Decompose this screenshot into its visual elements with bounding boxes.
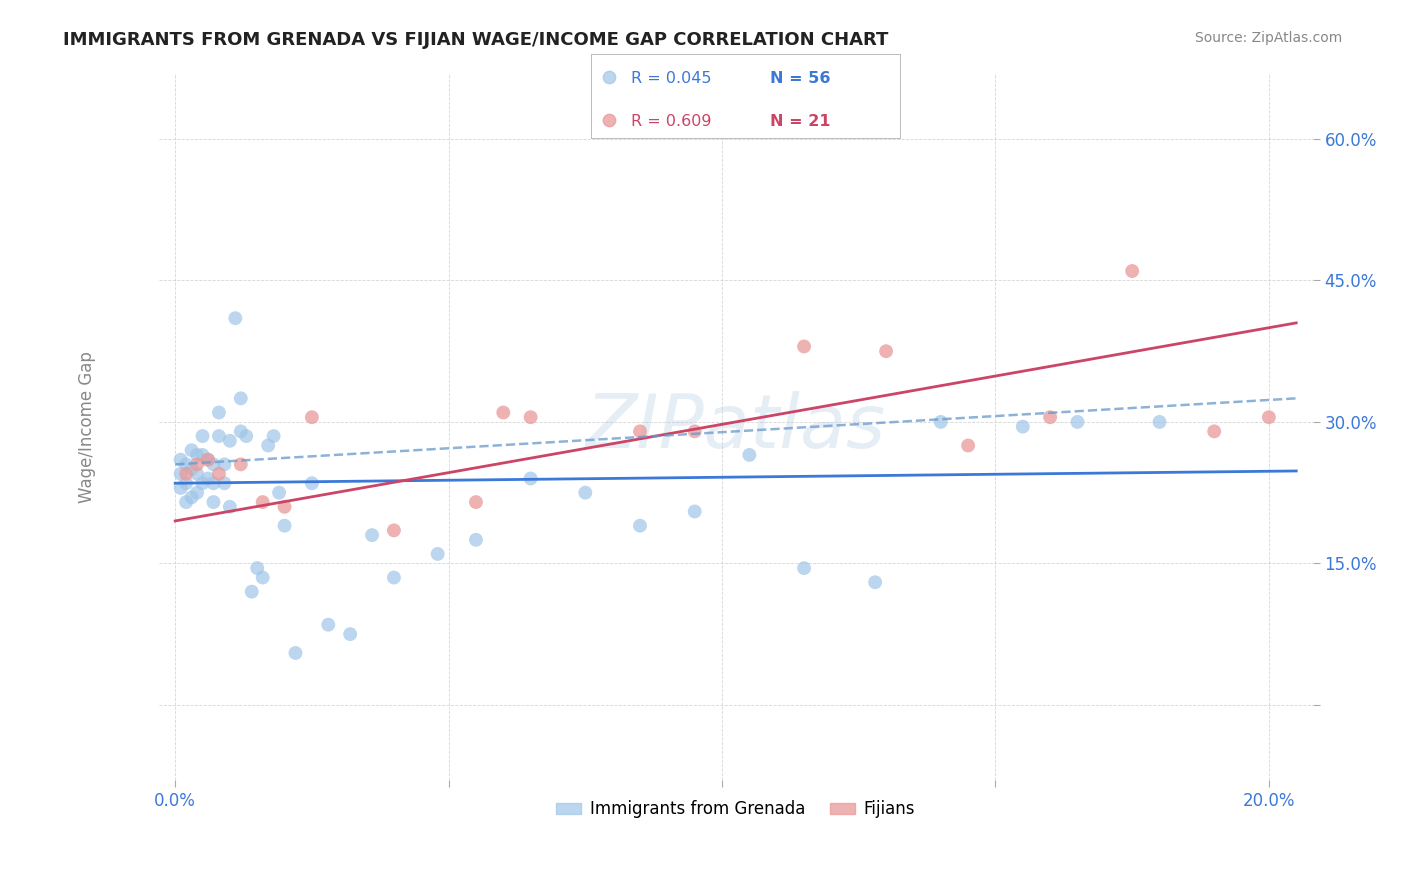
Point xyxy=(252,495,274,509)
Point xyxy=(202,476,225,491)
Point xyxy=(1257,410,1279,425)
Point xyxy=(426,547,449,561)
Point xyxy=(191,476,214,491)
Point xyxy=(208,429,231,443)
Point xyxy=(174,476,197,491)
Point xyxy=(875,344,897,359)
Point xyxy=(574,485,596,500)
Point xyxy=(186,485,208,500)
Point xyxy=(361,528,384,542)
Point xyxy=(339,627,361,641)
Point xyxy=(218,500,240,514)
Point xyxy=(382,524,405,538)
Point xyxy=(628,518,651,533)
Point xyxy=(957,438,980,452)
Point xyxy=(316,617,339,632)
Point xyxy=(252,570,274,584)
Point xyxy=(218,434,240,448)
Point xyxy=(284,646,307,660)
Point xyxy=(229,458,252,472)
Text: R = 0.609: R = 0.609 xyxy=(631,114,711,128)
Point xyxy=(1121,264,1143,278)
Point xyxy=(273,500,295,514)
Point xyxy=(169,481,191,495)
Point xyxy=(519,410,541,425)
Point xyxy=(628,425,651,439)
Point xyxy=(191,429,214,443)
Text: Source: ZipAtlas.com: Source: ZipAtlas.com xyxy=(1195,31,1343,45)
Point xyxy=(208,467,231,481)
Point xyxy=(465,533,488,547)
Point xyxy=(1149,415,1171,429)
Point xyxy=(863,575,886,590)
Point xyxy=(174,495,197,509)
Point xyxy=(197,471,219,485)
Point xyxy=(180,462,202,476)
Point xyxy=(301,410,323,425)
Point xyxy=(1039,410,1062,425)
Point xyxy=(273,518,295,533)
Point xyxy=(174,467,197,481)
Point xyxy=(1066,415,1088,429)
Point xyxy=(202,495,225,509)
Point xyxy=(929,415,952,429)
Point xyxy=(257,438,280,452)
Point xyxy=(492,405,515,419)
Point xyxy=(683,504,706,518)
Text: N = 21: N = 21 xyxy=(770,114,831,128)
Point xyxy=(197,452,219,467)
Point xyxy=(224,311,246,326)
Point xyxy=(465,495,488,509)
Text: IMMIGRANTS FROM GRENADA VS FIJIAN WAGE/INCOME GAP CORRELATION CHART: IMMIGRANTS FROM GRENADA VS FIJIAN WAGE/I… xyxy=(63,31,889,49)
Point xyxy=(202,458,225,472)
Point xyxy=(235,429,257,443)
Point xyxy=(738,448,761,462)
Point xyxy=(1011,419,1033,434)
Point xyxy=(246,561,269,575)
Point xyxy=(197,452,219,467)
Text: R = 0.045: R = 0.045 xyxy=(631,71,711,87)
Text: ZIPatlas: ZIPatlas xyxy=(586,391,886,463)
Point xyxy=(267,485,290,500)
Point xyxy=(214,476,236,491)
Point xyxy=(208,405,231,419)
Point xyxy=(186,448,208,462)
Point xyxy=(174,458,197,472)
Text: N = 56: N = 56 xyxy=(770,71,831,87)
Point xyxy=(186,458,208,472)
Point xyxy=(240,584,263,599)
Point xyxy=(169,467,191,481)
Point xyxy=(793,561,815,575)
Point xyxy=(301,476,323,491)
Point xyxy=(180,443,202,458)
Point xyxy=(169,452,191,467)
Point xyxy=(1204,425,1226,439)
Point xyxy=(180,491,202,505)
Y-axis label: Wage/Income Gap: Wage/Income Gap xyxy=(79,351,96,502)
Point xyxy=(382,570,405,584)
Point xyxy=(186,467,208,481)
Point xyxy=(793,339,815,353)
Legend: Immigrants from Grenada, Fijians: Immigrants from Grenada, Fijians xyxy=(550,794,922,825)
Point xyxy=(229,425,252,439)
Point xyxy=(229,392,252,406)
Point xyxy=(683,425,706,439)
Point xyxy=(519,471,541,485)
Point xyxy=(214,458,236,472)
Point xyxy=(191,448,214,462)
Point xyxy=(263,429,285,443)
